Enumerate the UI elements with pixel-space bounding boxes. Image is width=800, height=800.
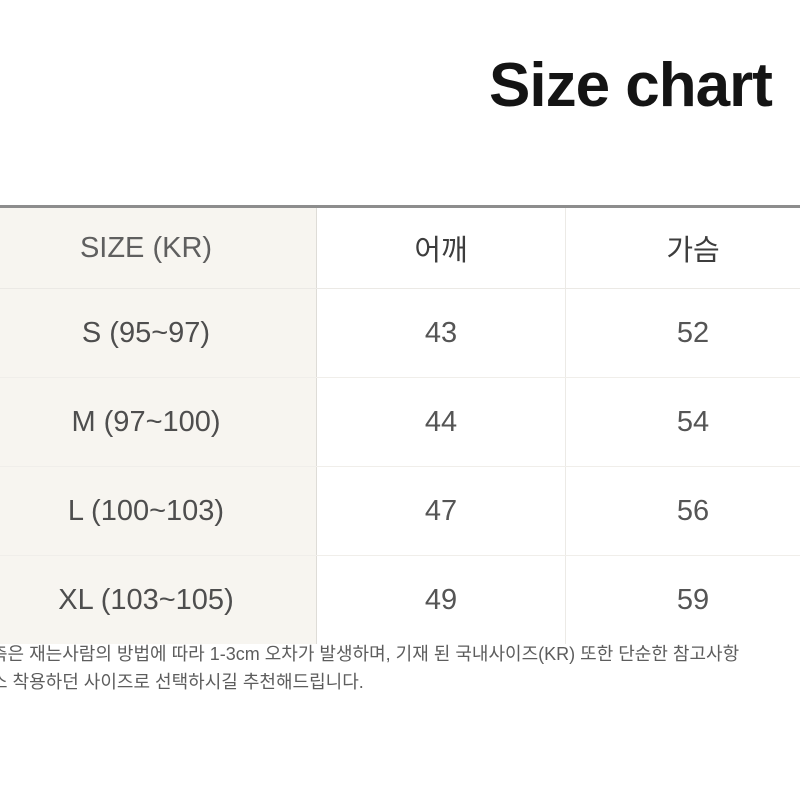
table-header-row: SIZE (KR) 어깨 가슴 [0, 208, 800, 288]
size-column-header: SIZE (KR) [0, 208, 316, 288]
table-row: M (97~100) 44 54 [0, 377, 800, 466]
size-disclaimer: 측은 재는사람의 방법에 따라 1-3cm 오차가 발생하며, 기재 된 국내사… [0, 640, 800, 696]
shoulder-value: 44 [316, 378, 566, 466]
size-cell: S (95~97) [0, 289, 316, 377]
shoulder-value: 43 [316, 289, 566, 377]
page-title: Size chart [489, 51, 773, 120]
shoulder-value: 47 [316, 467, 566, 555]
table-row: S (95~97) 43 52 [0, 288, 800, 377]
shoulder-column-header: 어깨 [316, 208, 566, 288]
shoulder-value: 49 [316, 556, 566, 644]
table-row: L (100~103) 47 56 [0, 466, 800, 555]
table-row: XL (103~105) 49 59 [0, 555, 800, 644]
size-table: SIZE (KR) 어깨 가슴 S (95~97) 43 52 M (97~10… [0, 205, 800, 644]
size-cell: XL (103~105) [0, 556, 316, 644]
disclaimer-line-1: 측은 재는사람의 방법에 따라 1-3cm 오차가 발생하며, 기재 된 국내사… [0, 644, 740, 664]
disclaimer-line-2: 소 착용하던 사이즈로 선택하시길 추천해드립니다. [0, 672, 364, 692]
size-cell: M (97~100) [0, 378, 316, 466]
chest-value: 59 [566, 556, 800, 644]
chest-value: 56 [566, 467, 800, 555]
chest-value: 54 [566, 378, 800, 466]
size-cell: L (100~103) [0, 467, 316, 555]
chest-value: 52 [566, 289, 800, 377]
chest-column-header: 가슴 [566, 208, 800, 288]
